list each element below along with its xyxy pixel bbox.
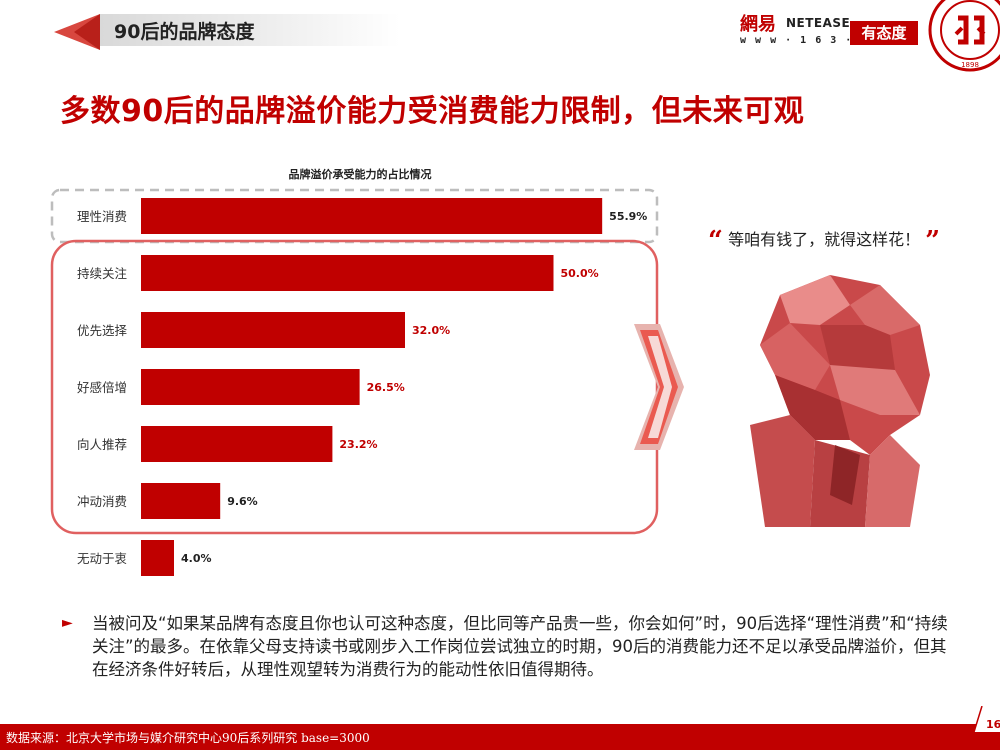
- footer-bar: 数据来源：北京大学市场与媒介研究中心90后系列研究 base=3000: [0, 724, 1000, 750]
- section-title: 90后的品牌态度: [114, 21, 255, 43]
- quote-text: 等咱有钱了，就得这样花！: [728, 230, 921, 249]
- highlight-dashed-box: [50, 188, 659, 244]
- bar: [141, 255, 554, 291]
- highlight-rounded-box: [50, 239, 659, 535]
- category-label: 持续关注: [77, 266, 128, 281]
- bar: [141, 426, 333, 462]
- netease-url: w w w · 1 6 3 · c o m: [740, 35, 898, 46]
- page-number-tab: [974, 706, 1000, 732]
- netease-logo-chinese: 網易: [740, 14, 776, 35]
- category-label: 好感倍增: [77, 380, 127, 395]
- bar: [141, 198, 603, 234]
- value-label: 32.0%: [412, 324, 450, 337]
- category-label: 冲动消费: [77, 494, 127, 509]
- bar: [141, 483, 221, 519]
- category-label: 理性消费: [77, 209, 127, 224]
- value-label: 50.0%: [561, 267, 599, 280]
- value-label: 23.2%: [339, 438, 377, 451]
- bullet-marker-icon: ►: [62, 615, 73, 631]
- category-label: 无动于衷: [77, 551, 127, 566]
- page-number: 16: [986, 718, 1000, 731]
- category-label: 优先选择: [77, 323, 128, 338]
- bar: [141, 312, 405, 348]
- bar: [141, 369, 360, 405]
- chart-title: 品牌溢价承受能力的占比情况: [288, 168, 432, 181]
- value-label: 9.6%: [227, 495, 258, 508]
- header-bar: 90后的品牌态度 網易 NETEASE w w w · 1 6 3 · c o …: [0, 0, 1000, 72]
- chevron-right-icon: [634, 324, 684, 450]
- youtaidu-badge: 有态度: [850, 21, 918, 45]
- quote-close-mark: ”: [925, 226, 941, 256]
- raised-fist-icon: [750, 275, 930, 527]
- quote: “ 等咱有钱了，就得这样花！ ”: [708, 226, 940, 256]
- category-label: 向人推荐: [77, 437, 127, 452]
- netease-logo-english: NETEASE: [786, 16, 851, 30]
- bar: [141, 540, 174, 576]
- page-headline: 多数90后的品牌溢价能力受消费能力限制，但未来可观: [60, 94, 805, 129]
- value-label: 55.9%: [609, 210, 647, 223]
- data-source: 数据来源：北京大学市场与媒介研究中心90后系列研究 base=3000: [6, 731, 370, 745]
- insight-text: 当被问及“如果某品牌有态度且你也认可这种态度，但比同等产品贵一些，你会如何”时，…: [92, 614, 948, 679]
- value-label: 4.0%: [181, 552, 212, 565]
- seal-year: 1898: [961, 61, 979, 69]
- peking-university-seal-icon: 1898: [928, 0, 1000, 72]
- value-label: 26.5%: [367, 381, 405, 394]
- quote-open-mark: “: [708, 226, 723, 256]
- header-triangle-icon: [54, 14, 100, 50]
- header-band: [100, 14, 400, 46]
